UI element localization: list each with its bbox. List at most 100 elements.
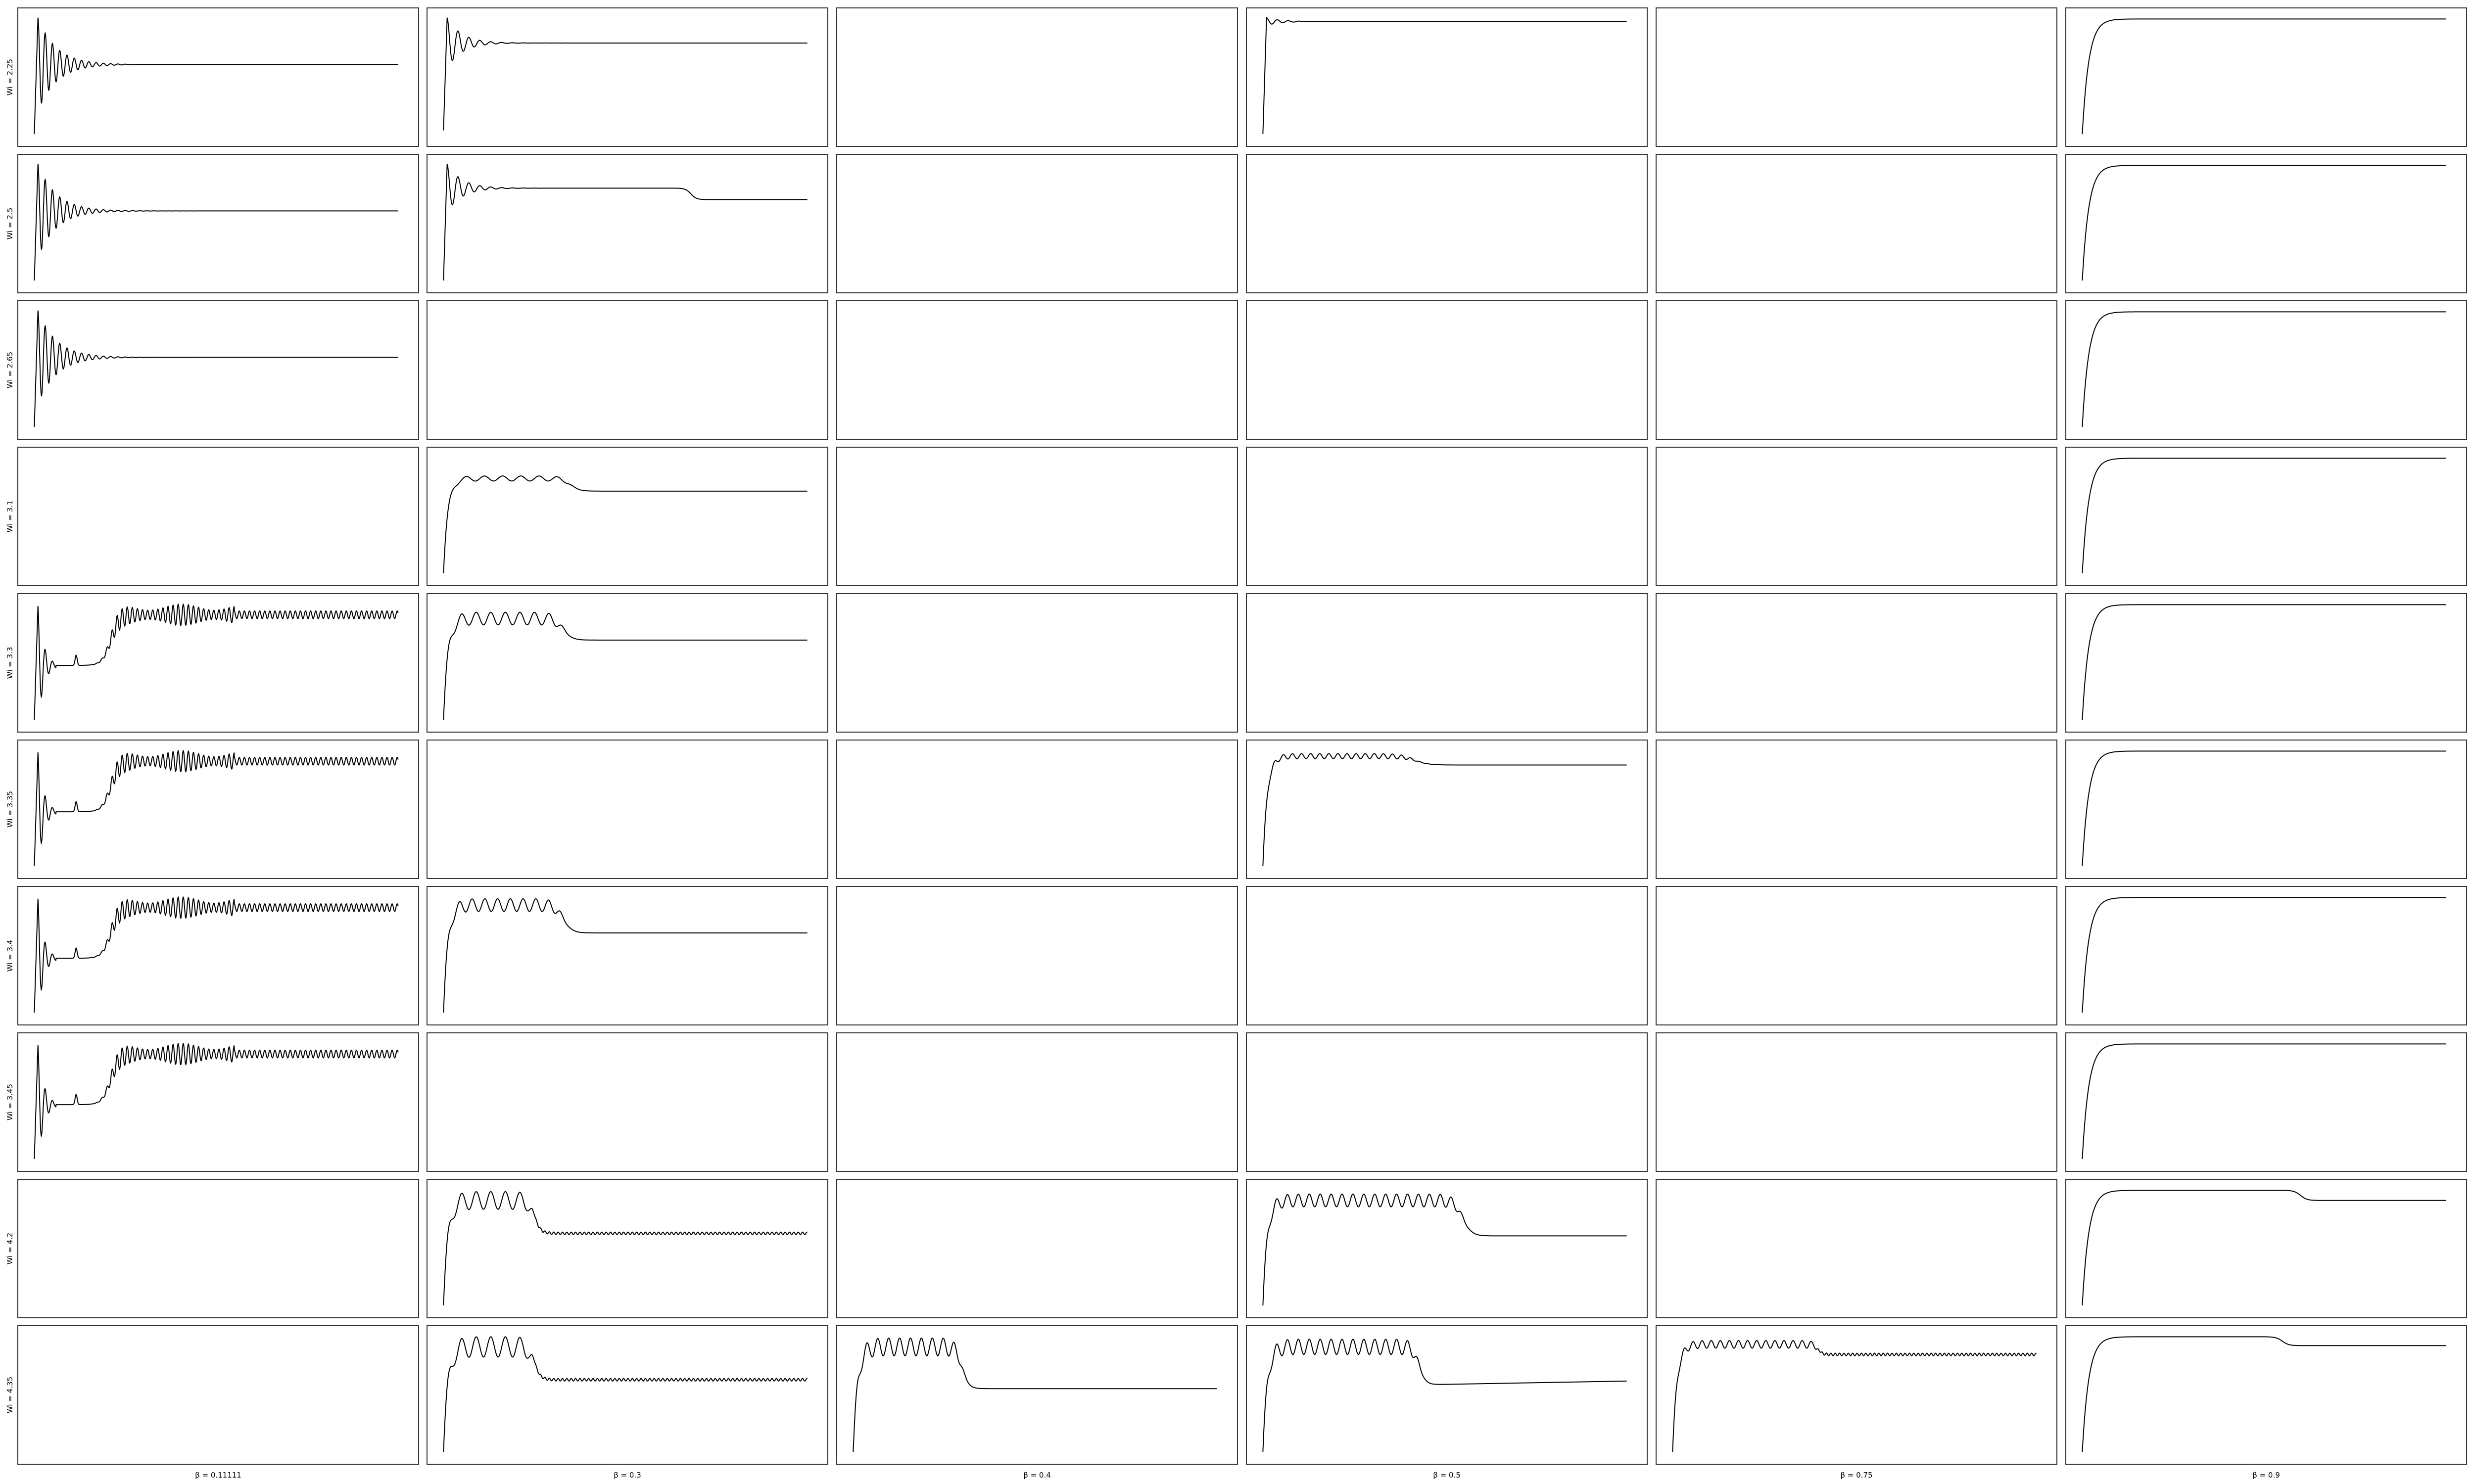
panel-r3-c2	[427, 300, 828, 440]
series-svg	[2082, 165, 2446, 281]
series-svg	[1262, 17, 1627, 135]
panel-r7-c5	[1656, 886, 2057, 1025]
series-line	[2082, 750, 2446, 867]
series-line	[1262, 1339, 1627, 1452]
panel-r2-c3	[836, 154, 1238, 293]
series-line	[34, 1042, 399, 1159]
series-svg	[443, 611, 808, 720]
series-line	[34, 310, 398, 427]
series-line	[443, 17, 808, 131]
series-svg	[2082, 1190, 2446, 1306]
panel-r4-c3	[836, 447, 1238, 586]
series-line	[2082, 1043, 2446, 1159]
series-svg	[2082, 1043, 2446, 1159]
panel-r8-c2	[427, 1032, 828, 1172]
series-svg	[34, 17, 398, 135]
col-label: β = 0.5	[1433, 1471, 1461, 1480]
series-svg	[1262, 1339, 1627, 1452]
series-svg	[443, 164, 808, 281]
series-line	[34, 896, 399, 1013]
panel-r9-c5	[1656, 1179, 2057, 1318]
row-label: Wi = 4.35	[5, 1376, 14, 1414]
series-svg	[34, 310, 398, 427]
panel-r9-c2	[427, 1179, 828, 1318]
series-svg	[1262, 753, 1627, 867]
series-svg	[34, 749, 399, 867]
panel-r6-c6	[2065, 740, 2467, 879]
panel-r4-c4	[1246, 447, 1648, 586]
panel-r6-c1	[17, 740, 419, 879]
panel-r6-c5	[1656, 740, 2057, 879]
series-line	[1262, 1194, 1627, 1306]
col-label: β = 0.4	[1023, 1471, 1051, 1480]
panel-r8-c4	[1246, 1032, 1648, 1172]
panel-r1-c5	[1656, 7, 2057, 147]
panel-r2-c6	[2065, 154, 2467, 293]
series-svg	[34, 1042, 399, 1159]
panel-r8-c5	[1656, 1032, 2057, 1172]
panel-r3-c4	[1246, 300, 1648, 440]
series-line	[2082, 458, 2446, 574]
row-label: Wi = 3.35	[5, 790, 14, 828]
panel-r6-c4	[1246, 740, 1648, 879]
series-svg	[2082, 311, 2446, 427]
panel-r4-c5	[1656, 447, 2057, 586]
series-svg	[443, 17, 808, 131]
row-label: Wi = 2.5	[5, 207, 14, 240]
series-svg	[1262, 1194, 1627, 1306]
panel-r7-c3	[836, 886, 1238, 1025]
panel-r4-c1	[17, 447, 419, 586]
series-line	[34, 164, 398, 281]
series-line	[2082, 897, 2446, 1013]
panel-r5-c1	[17, 593, 419, 733]
series-line	[443, 1336, 808, 1452]
panel-r10-c1	[17, 1325, 419, 1465]
series-svg	[2082, 897, 2446, 1013]
series-svg	[1672, 1340, 2037, 1452]
series-line	[443, 611, 808, 720]
series-svg	[443, 898, 808, 1013]
series-line	[443, 164, 808, 281]
series-line	[443, 898, 808, 1013]
row-label: Wi = 3.1	[5, 500, 14, 533]
panel-r1-c2	[427, 7, 828, 147]
panel-r2-c1	[17, 154, 419, 293]
panel-r10-c6	[2065, 1325, 2467, 1465]
series-svg	[443, 1336, 808, 1452]
series-line	[1672, 1340, 2037, 1452]
series-line	[2082, 165, 2446, 281]
series-line	[2082, 1190, 2446, 1306]
panel-r6-c3	[836, 740, 1238, 879]
panel-r5-c3	[836, 593, 1238, 733]
panel-r1-c6	[2065, 7, 2467, 147]
panel-r9-c3	[836, 1179, 1238, 1318]
series-line	[443, 1191, 808, 1306]
row-label: Wi = 3.4	[5, 939, 14, 972]
series-svg	[2082, 604, 2446, 720]
panel-r9-c6	[2065, 1179, 2467, 1318]
row-label: Wi = 4.2	[5, 1232, 14, 1265]
row-label: Wi = 3.3	[5, 647, 14, 679]
panel-r5-c6	[2065, 593, 2467, 733]
series-svg	[853, 1337, 1217, 1452]
panel-r7-c6	[2065, 886, 2467, 1025]
series-svg	[34, 896, 399, 1013]
series-line	[34, 603, 399, 720]
panel-r3-c5	[1656, 300, 2057, 440]
panel-r6-c2	[427, 740, 828, 879]
series-line	[2082, 604, 2446, 720]
panel-r10-c3	[836, 1325, 1238, 1465]
panel-r9-c1	[17, 1179, 419, 1318]
series-line	[34, 749, 399, 867]
row-label: Wi = 3.45	[5, 1083, 14, 1121]
series-line	[1262, 17, 1627, 135]
series-line	[2082, 1336, 2446, 1452]
col-label: β = 0.9	[2252, 1471, 2280, 1480]
panel-r4-c6	[2065, 447, 2467, 586]
series-line	[2082, 18, 2446, 135]
panel-r4-c2	[427, 447, 828, 586]
panel-r3-c1	[17, 300, 419, 440]
series-svg	[34, 603, 399, 720]
panel-r3-c6	[2065, 300, 2467, 440]
panel-r8-c6	[2065, 1032, 2467, 1172]
